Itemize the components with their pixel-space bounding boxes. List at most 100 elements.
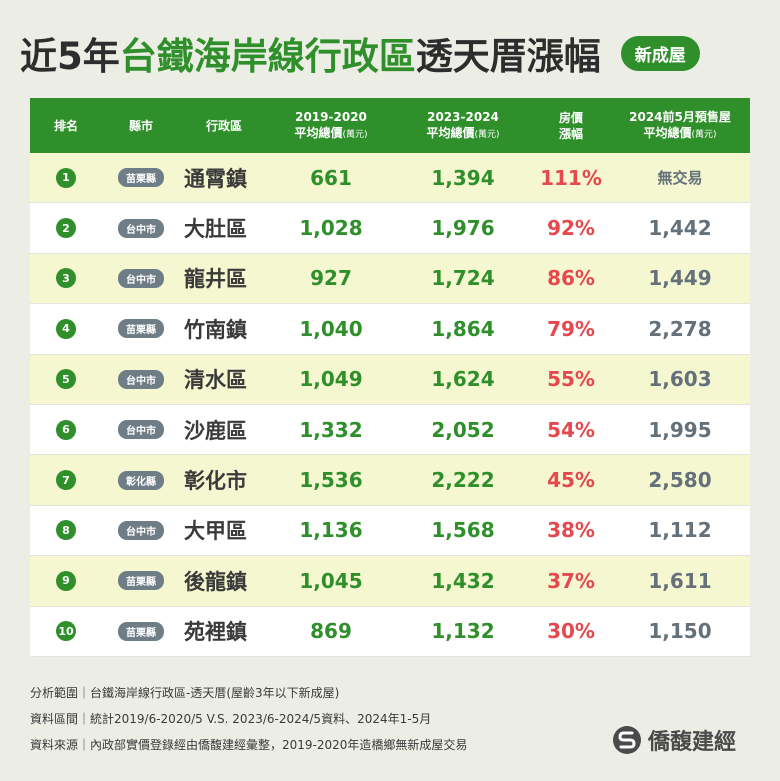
header-county: 縣市	[128, 118, 153, 133]
header-v2-unit: (萬元)	[474, 129, 500, 140]
title-part-1: 近5年	[20, 35, 120, 78]
presale-price: 1,449	[648, 266, 712, 291]
county-pill: 台中市	[118, 520, 164, 540]
rank-cell: 6	[30, 419, 102, 440]
growth-percent: 55%	[547, 367, 595, 392]
growth-percent: 92%	[547, 216, 595, 241]
presale-price: 無交易	[657, 169, 703, 188]
county-pill: 台中市	[118, 369, 164, 389]
growth-percent: 79%	[547, 316, 595, 341]
header-pct: 房價 漲幅	[532, 110, 610, 142]
district-name: 沙鹿區	[184, 418, 247, 443]
presale-price: 1,603	[648, 367, 712, 392]
county-pill: 彰化縣	[118, 470, 164, 490]
price-2023-2024: 2,052	[431, 417, 495, 442]
county-pill: 台中市	[118, 420, 164, 440]
header-v2-label: 平均總價	[426, 125, 475, 140]
header-district-label: 行政區	[205, 118, 242, 133]
brand-logo: 僑馥建經	[612, 724, 736, 756]
header-pct-line1: 房價	[558, 110, 583, 125]
ranking-table: 排名 縣市 行政區 2019-2020 平均總價(萬元) 2023-2024 平…	[30, 98, 750, 657]
growth-percent: 54%	[547, 417, 595, 442]
price-2023-2024: 1,976	[431, 216, 495, 241]
rank-badge: 8	[56, 520, 76, 541]
presale-price: 1,112	[648, 518, 712, 543]
note-source: 資料來源｜內政部實價登錄經由僑馥建經彙整，2019-2020年造橋鄉無新成屋交易	[30, 738, 468, 752]
table-row: 2 台中市 大肚區 1,028 1,976 92% 1,442	[30, 203, 750, 254]
header-pre-line2: 平均總價(萬元)	[610, 125, 750, 143]
county-cell: 台中市	[102, 369, 180, 389]
header-v1-line2: 平均總價(萬元)	[268, 125, 394, 143]
header-v1: 2019-2020 平均總價(萬元)	[268, 109, 394, 143]
header-pre-unit: (萬元)	[691, 129, 717, 140]
price-2019-2020: 869	[310, 619, 352, 644]
rank-cell: 4	[30, 318, 102, 339]
price-2019-2020: 1,332	[299, 417, 363, 442]
county-pill: 苗栗縣	[118, 168, 164, 188]
presale-price: 1,995	[648, 417, 712, 442]
table-row: 10 苗栗縣 苑裡鎮 869 1,132 30% 1,150	[30, 606, 750, 657]
table-row: 7 彰化縣 彰化市 1,536 2,222 45% 2,580	[30, 455, 750, 506]
county-cell: 苗栗縣	[102, 571, 180, 591]
district-name: 苑裡鎮	[184, 620, 247, 645]
district-name: 後龍鎮	[184, 569, 247, 594]
rank-cell: 10	[30, 621, 102, 642]
header-v2: 2023-2024 平均總價(萬元)	[394, 109, 532, 143]
table-row: 5 台中市 清水區 1,049 1,624 55% 1,603	[30, 354, 750, 405]
price-2023-2024: 1,432	[431, 568, 495, 593]
growth-percent: 30%	[547, 619, 595, 644]
county-cell: 彰化縣	[102, 470, 180, 490]
notes: 分析範圍｜台鐵海岸線行政區-透天厝(屋齡3年以下新成屋) 資料區間｜統計2019…	[30, 680, 590, 758]
growth-percent: 111%	[540, 165, 602, 190]
header-pre: 2024前5月預售屋 平均總價(萬元)	[610, 109, 750, 143]
growth-percent: 45%	[547, 468, 595, 493]
header-pct-line2: 漲幅	[558, 126, 583, 141]
rank-badge: 4	[56, 318, 76, 339]
rank-cell: 9	[30, 570, 102, 591]
rank-badge: 3	[56, 268, 76, 289]
title-part-3: 透天厝漲幅	[415, 35, 601, 78]
county-pill: 台中市	[118, 268, 164, 288]
price-2019-2020: 1,136	[299, 518, 363, 543]
note-scope: 分析範圍｜台鐵海岸線行政區-透天厝(屋齡3年以下新成屋)	[30, 686, 340, 700]
page-title: 近5年台鐵海岸線行政區透天厝漲幅	[20, 26, 601, 80]
district-name: 龍井區	[184, 267, 247, 292]
district-name: 竹南鎮	[184, 317, 247, 342]
rank-badge: 10	[56, 621, 76, 642]
header-v2-line2: 平均總價(萬元)	[394, 125, 532, 143]
county-cell: 台中市	[102, 520, 180, 540]
county-cell: 苗栗縣	[102, 621, 180, 641]
header-v1-label: 平均總價	[294, 125, 343, 140]
county-pill: 苗栗縣	[118, 571, 164, 591]
price-2019-2020: 927	[310, 266, 352, 291]
table-row: 6 台中市 沙鹿區 1,332 2,052 54% 1,995	[30, 404, 750, 456]
header-v1-unit: (萬元)	[342, 129, 368, 140]
table-row: 8 台中市 大甲區 1,136 1,568 38% 1,112	[30, 505, 750, 557]
price-2019-2020: 1,028	[299, 216, 363, 241]
presale-price: 1,442	[648, 216, 712, 241]
rank-badge: 6	[56, 419, 76, 440]
county-cell: 台中市	[102, 420, 180, 440]
price-2019-2020: 1,045	[299, 568, 363, 593]
header-pre-label: 平均總價	[643, 125, 692, 140]
district-name: 彰化市	[184, 469, 247, 494]
county-cell: 苗栗縣	[102, 168, 180, 188]
header-rank: 排名	[53, 118, 78, 133]
rank-badge: 1	[56, 167, 76, 188]
rank-badge: 2	[56, 218, 76, 239]
brand-s-icon	[613, 726, 641, 754]
price-2019-2020: 1,040	[299, 316, 363, 341]
header-v1-line1: 2019-2020	[295, 109, 367, 124]
county-cell: 苗栗縣	[102, 319, 180, 339]
county-cell: 台中市	[102, 268, 180, 288]
price-2023-2024: 1,568	[431, 518, 495, 543]
presale-price: 2,278	[648, 316, 712, 341]
growth-percent: 86%	[547, 266, 595, 291]
county-pill: 苗栗縣	[118, 621, 164, 641]
price-2023-2024: 2,222	[431, 468, 495, 493]
rank-cell: 2	[30, 218, 102, 239]
note-period: 資料區間｜統計2019/6-2020/5 V.S. 2023/6-2024/5資…	[30, 712, 432, 726]
rank-cell: 8	[30, 520, 102, 541]
district-name: 大甲區	[184, 519, 247, 544]
table-row: 3 台中市 龍井區 927 1,724 86% 1,449	[30, 253, 750, 305]
